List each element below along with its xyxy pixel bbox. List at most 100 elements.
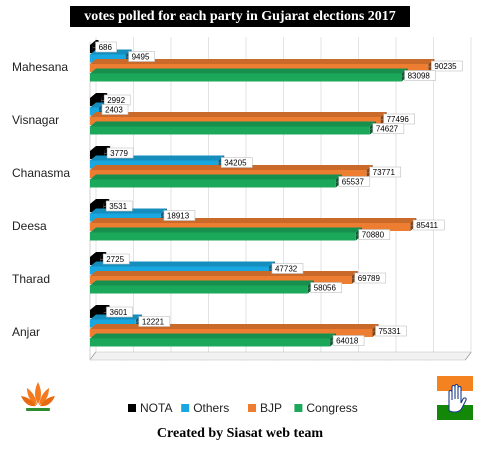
data-label: 74627 [376,125,399,134]
data-label: 3531 [109,202,127,211]
bar-top-face [90,102,106,108]
category-label: Mahesana [12,60,68,74]
grid-layer [89,37,472,361]
bar-top-face [90,271,358,276]
bar-top-face [90,121,376,127]
bars-layer [90,40,435,347]
legend-label: NOTA [140,401,172,415]
data-label: 3779 [110,149,128,158]
data-label-box [102,253,130,265]
category-label: Deesa [12,219,47,233]
chart-floor [89,351,472,361]
data-label-box [369,166,401,178]
data-label-leader [410,224,414,227]
data-label-leader [355,234,359,236]
data-label-box [354,272,387,284]
bar-top-face [90,324,379,329]
data-label-leader [428,65,432,68]
bar-top-face [90,305,110,310]
data-label-box [138,316,171,327]
bar-top-face [90,280,314,286]
bar-top-face [90,146,111,151]
data-label-leader [351,277,355,280]
bar-congress [90,179,336,188]
bar-bjp [90,64,429,72]
data-label: 2725 [106,255,124,264]
bar-congress [90,285,308,294]
bar-top-face [90,199,110,204]
bar-others [90,54,126,63]
data-label: 77496 [387,115,410,124]
data-label-leader [218,162,222,164]
bar-bjp [90,223,411,231]
data-label: 3601 [110,308,128,317]
bar-nota [90,98,102,106]
data-label-box [106,147,134,159]
legend-swatch [294,404,303,412]
bar-congress [90,232,356,241]
bar-nota [90,310,104,318]
legend-swatch [128,404,136,412]
bar-top-face [90,261,275,267]
data-label: 2992 [107,96,125,105]
bar-top-face [90,68,408,74]
bar-others [90,266,269,275]
data-label: 58056 [314,284,337,293]
data-label: 73771 [373,168,396,177]
data-label-leader [372,330,376,333]
bar-top-face [90,333,337,339]
data-label-leader [103,205,107,208]
bar-congress [90,338,331,347]
data-label-leader [125,56,129,58]
data-label-leader [380,118,384,121]
data-label-box [163,210,196,221]
chart-title: votes polled for each party in Gujarat e… [70,6,410,27]
data-label-box [220,157,253,168]
data-label: 2403 [105,106,123,115]
data-label-leader [369,128,373,130]
bar-top-face [90,218,417,223]
data-label-leader [307,287,311,289]
bar-nota [90,151,105,159]
bar-bjp [90,170,367,178]
data-label-box [375,325,407,337]
data-label-box [338,176,371,187]
bar-bjp [90,276,352,284]
data-label: 64018 [336,337,359,346]
bar-congress [90,126,370,135]
legend-label: BJP [260,401,282,415]
data-label: 47732 [275,265,298,274]
category-label: Anjar [12,325,40,339]
data-label-leader [268,268,273,270]
data-label-leader [329,340,334,342]
legend-swatch [181,404,190,412]
category-label: Visnagar [12,113,59,127]
data-label: 83098 [408,72,431,81]
data-label-box [372,123,405,134]
bar-top-face [90,227,362,233]
category-label: Chanasma [12,166,70,180]
hand-icon [437,376,473,420]
data-label: 75331 [378,327,401,336]
data-label-box [332,335,365,346]
bar-top-face [90,252,107,257]
bar-top-face [90,93,108,98]
data-label-box [95,41,117,53]
data-label-leader [103,311,107,314]
legend-label: Others [193,401,229,415]
data-label-leader [160,215,165,217]
data-label: 34205 [224,159,247,168]
data-label-leader [401,75,405,77]
data-label-box [128,51,155,62]
data-label-box [271,263,304,274]
data-label: 85411 [416,221,438,230]
data-label: 70880 [362,231,385,240]
category-label: Tharad [12,272,50,286]
data-label: 69789 [358,274,381,283]
data-label: 65537 [342,178,365,187]
bar-others [90,107,100,116]
data-label-box [412,219,445,231]
data-label-box [431,60,463,72]
